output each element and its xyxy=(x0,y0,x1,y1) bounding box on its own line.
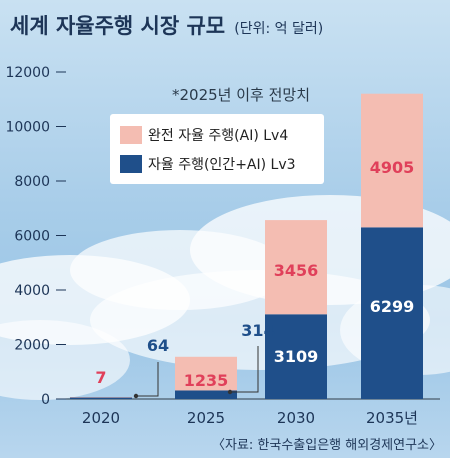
y-tick-label: 0 xyxy=(41,392,50,408)
data-label-lv3-2030: 3109 xyxy=(274,347,319,366)
x-tick-label: 2035년 xyxy=(366,409,418,427)
bar-lv3-2025 xyxy=(175,390,237,399)
data-label-lv3-2035: 6299 xyxy=(370,297,415,316)
data-label-lv4-2020: 7 xyxy=(95,368,106,387)
bar-lv3-2035년 xyxy=(361,227,423,399)
legend-swatch-lv4 xyxy=(120,126,142,144)
x-tick-label: 2030 xyxy=(277,409,315,427)
y-tick-label: 12000 xyxy=(5,65,50,81)
y-tick-label: 10000 xyxy=(5,120,50,136)
leader-dot-2020 xyxy=(133,393,139,399)
y-tick-label: 2000 xyxy=(14,338,50,354)
data-label-lv3-2020: 64 xyxy=(147,336,169,355)
legend-item-lv3: 자율 주행(인간+AI) Lv3 xyxy=(120,153,296,175)
legend-swatch-lv3 xyxy=(120,155,142,173)
leader-dot-2025 xyxy=(227,389,233,395)
legend-label-lv4: 완전 자율 주행(AI) Lv4 xyxy=(148,128,289,144)
chart-title: 세계 자율주행 시장 규모 xyxy=(10,14,226,38)
legend-label-lv3: 자율 주행(인간+AI) Lv3 xyxy=(148,157,296,173)
data-label-lv4-2035: 4905 xyxy=(370,158,415,177)
data-label-lv4-2030: 3456 xyxy=(274,261,319,280)
source-credit: 〈자료: 한국수출입은행 해외경제연구소〉 xyxy=(211,438,442,453)
y-tick-label: 8000 xyxy=(14,174,50,190)
forecast-note: *2025년 이후 전망치 xyxy=(172,86,311,104)
unit-label: (단위: 억 달러) xyxy=(234,21,324,37)
bar-lv3-2020 xyxy=(70,397,132,399)
y-tick-label: 6000 xyxy=(14,229,50,245)
bar-lv4-2035년 xyxy=(361,93,423,228)
bar-lv4-2020 xyxy=(70,397,132,398)
x-tick-label: 2025 xyxy=(187,409,225,427)
bar-lv4-2030 xyxy=(265,220,327,315)
y-tick-label: 4000 xyxy=(14,283,50,299)
leader-line-2020 xyxy=(136,362,159,397)
legend: 완전 자율 주행(AI) Lv4 자율 주행(인간+AI) Lv3 xyxy=(110,114,324,184)
leader-line-2025 xyxy=(230,346,259,393)
bar-lv3-2030 xyxy=(265,314,327,399)
data-label-lv4-2025: 1235 xyxy=(184,371,229,390)
legend-item-lv4: 완전 자율 주행(AI) Lv4 xyxy=(120,124,288,146)
data-label-lv3-2025: 314 xyxy=(241,321,274,340)
title-row: 세계 자율주행 시장 규모 (단위: 억 달러) xyxy=(10,10,323,40)
bar-lv4-2025 xyxy=(175,356,237,391)
x-tick-label: 2020 xyxy=(82,409,120,427)
